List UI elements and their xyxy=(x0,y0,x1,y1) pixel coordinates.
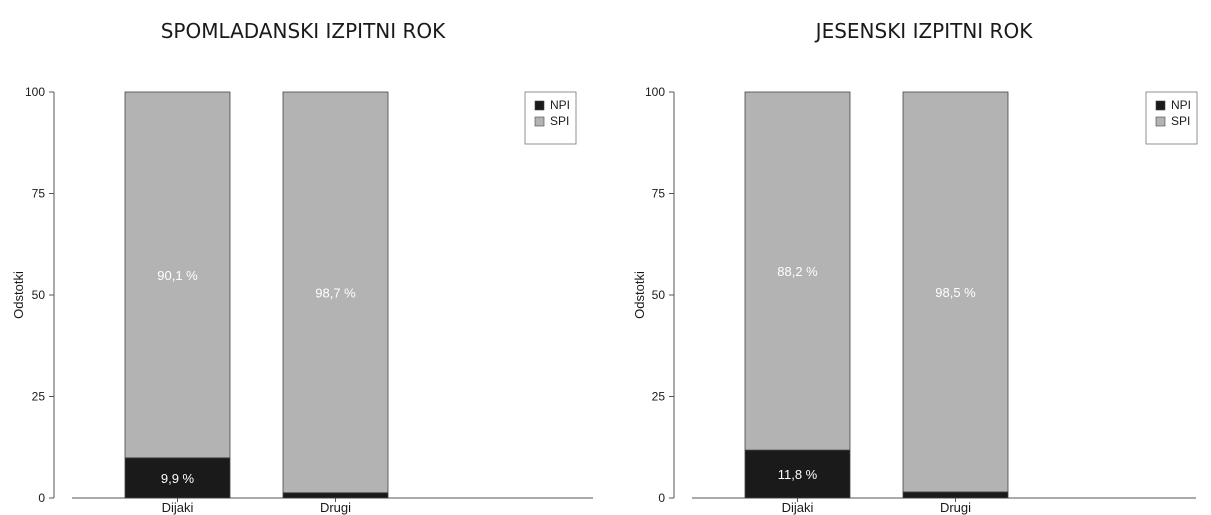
y-tick-label: 50 xyxy=(32,288,46,302)
legend-label: NPI xyxy=(550,98,570,112)
y-tick-label: 0 xyxy=(38,491,45,505)
bar-spi-drugi xyxy=(282,91,389,494)
bar-spi-dijaki xyxy=(124,91,231,459)
bar-npi-dijaki xyxy=(744,449,851,499)
data-label: 9,9 % xyxy=(161,471,195,486)
y-tick-label: 0 xyxy=(658,491,665,505)
y-tick-label: 75 xyxy=(32,187,46,201)
legend-box xyxy=(524,91,577,145)
x-tick-label: Drugi xyxy=(320,500,351,515)
y-tick-label: 50 xyxy=(652,288,666,302)
legend-swatch-spi xyxy=(534,116,545,127)
y-axis-label: Odstotki xyxy=(632,271,647,319)
legend-swatch-spi xyxy=(1155,116,1166,127)
y-tick-label: 25 xyxy=(32,390,46,404)
data-label: 98,7 % xyxy=(315,285,356,300)
bar-npi-drugi xyxy=(902,491,1009,499)
bar-npi-drugi xyxy=(282,492,389,499)
x-tick-label: Drugi xyxy=(940,500,971,515)
legend-swatch-npi xyxy=(534,100,545,111)
legend-label: NPI xyxy=(1171,98,1191,112)
x-tick-label: Dijaki xyxy=(782,500,814,515)
data-label: 98,5 % xyxy=(935,285,976,300)
legend-label: SPI xyxy=(550,114,569,128)
legend-swatch-npi xyxy=(1155,100,1166,111)
chart-title: SPOMLADANSKI IZPITNI ROK xyxy=(161,19,446,43)
bar-spi-dijaki xyxy=(744,91,851,451)
data-label: 90,1 % xyxy=(157,268,198,283)
bar-spi-drugi xyxy=(902,91,1009,493)
data-label: 11,8 % xyxy=(778,467,818,482)
y-tick-label: 25 xyxy=(652,390,666,404)
chart-1: SPOMLADANSKI IZPITNI ROK 0 25 50 75 100 Odstot… xyxy=(11,19,593,515)
data-label: 88,2 % xyxy=(777,264,818,279)
x-tick-label: Dijaki xyxy=(162,500,194,515)
chart-2: JESENSKI IZPITNI ROK 0 25 50 75 100 Odstotki Di… xyxy=(632,19,1198,515)
legend: NPI SPI xyxy=(1145,91,1198,145)
y-axis-label: Odstotki xyxy=(11,271,26,319)
chart-title: JESENSKI IZPITNI ROK xyxy=(814,19,1034,43)
y-tick-label: 100 xyxy=(25,85,45,99)
legend-box xyxy=(1145,91,1198,145)
y-tick-label: 75 xyxy=(652,187,666,201)
legend: NPI SPI xyxy=(524,91,577,145)
y-tick-label: 100 xyxy=(645,85,665,99)
legend-label: SPI xyxy=(1171,114,1190,128)
